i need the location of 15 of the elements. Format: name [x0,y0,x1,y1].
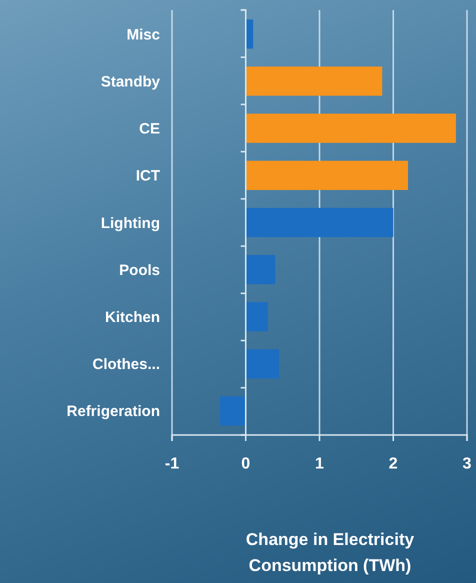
x-tick-label: 3 [462,455,472,472]
x-tick-label: 2 [388,455,398,472]
y-tick-label: Refrigeration [66,403,160,420]
x-tick-label: -1 [164,455,180,472]
x-tick-label: 1 [315,455,324,472]
y-tick-label: Kitchen [104,308,160,326]
y-tick-label: ICT [136,168,160,185]
x-tick-label: 0 [241,455,250,472]
y-tick-label: Standby [100,73,161,90]
y-tick-label: Pools [119,262,160,279]
y-tick-label: Lighting [100,214,160,232]
y-tick-label: Clothes... [92,356,160,374]
x-axis-title: Change in Electricity Consumption (TWh) [246,530,415,575]
y-tick-label: Misc [126,26,160,44]
y-tick-label: CE [139,120,160,138]
